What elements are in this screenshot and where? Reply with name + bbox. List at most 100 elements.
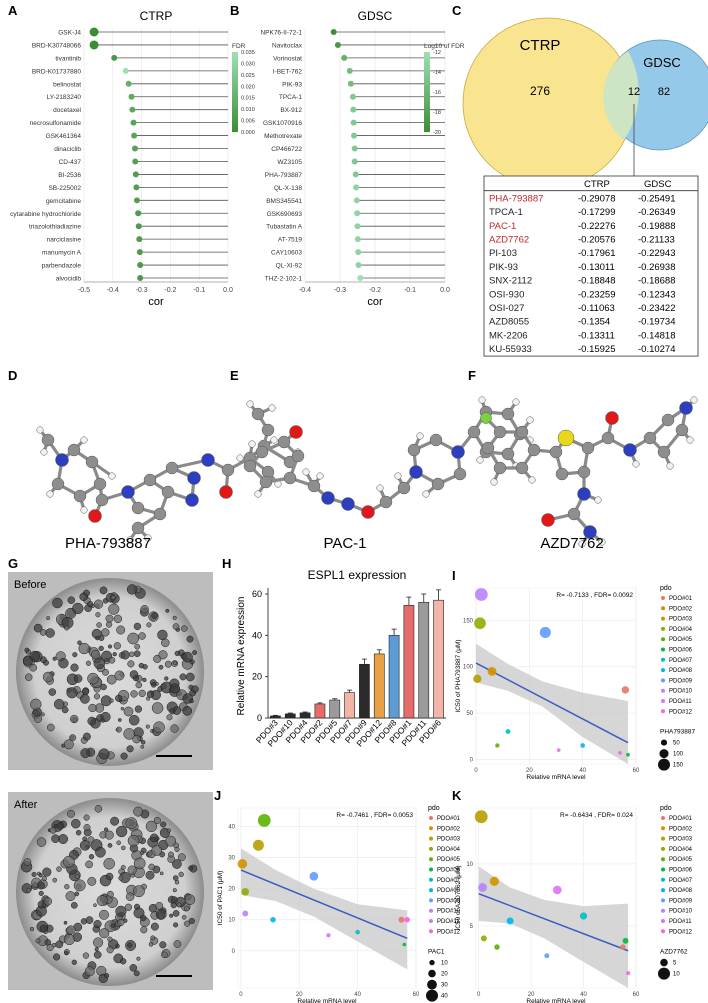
- organoid-blob: [70, 901, 78, 909]
- atom-n: [187, 471, 201, 485]
- legend-colorbar: [424, 52, 430, 132]
- table-gdsc-value: -0.26349: [638, 207, 676, 218]
- organoid-blob: [150, 682, 157, 688]
- atom-o: [289, 425, 303, 439]
- pdo-legend-label: PDO#02: [437, 826, 461, 832]
- atom-c: [431, 477, 445, 491]
- category-label: BMS345541: [266, 198, 302, 205]
- atom-o: [361, 505, 375, 519]
- atom-h: [666, 462, 674, 470]
- organoid-blob: [136, 956, 141, 961]
- organoid-blob: [95, 846, 106, 858]
- organoid-blob: [189, 698, 194, 704]
- organoid-blob: [108, 603, 120, 615]
- table-ctrp-value: -0.17299: [578, 207, 616, 218]
- organoid-blob: [173, 922, 179, 928]
- pdo-legend-label: PDO#08: [669, 668, 693, 674]
- bar: [344, 692, 355, 719]
- scatter-point: [474, 810, 488, 824]
- category-label: PIK-93: [282, 81, 302, 88]
- scatter-point: [579, 912, 588, 920]
- organoid-blob: [70, 714, 79, 724]
- organoid-blob: [169, 683, 180, 694]
- legend-tick: 0.010: [241, 107, 255, 113]
- scatter-point: [622, 937, 629, 944]
- organoid-blob: [184, 920, 191, 927]
- y-tick-label: 20: [252, 672, 262, 682]
- atom-n: [321, 491, 335, 505]
- pdo-legend-swatch: [661, 657, 665, 662]
- organoid-blob: [153, 816, 161, 825]
- organoid-blob: [85, 660, 92, 666]
- size-legend-dot: [660, 958, 668, 967]
- pdo-legend-label: PDO#03: [669, 837, 693, 843]
- atom-h: [46, 490, 54, 498]
- atom-h: [302, 468, 310, 476]
- table-gdsc-value: -0.18688: [638, 276, 676, 287]
- atom-h: [478, 396, 486, 404]
- pdo-legend-label: PDO#02: [669, 606, 693, 612]
- organoid-blob: [72, 602, 84, 615]
- scatter-point: [487, 666, 497, 676]
- size-legend-label: 100: [673, 752, 684, 758]
- scatter-point: [355, 929, 360, 935]
- organoid-blob: [82, 952, 90, 959]
- table-ctrp-value: -0.29078: [578, 193, 616, 204]
- atom-h: [268, 404, 276, 412]
- organoid-blob: [127, 632, 140, 645]
- molecule-label-f: AZD7762: [540, 535, 603, 552]
- pdo-legend-label: PDO#10: [669, 909, 693, 915]
- regression-line: [478, 892, 629, 952]
- organoid-blob: [170, 724, 179, 733]
- organoid-blob: [188, 865, 194, 871]
- table-ctrp-value: -0.15925: [578, 344, 616, 355]
- y-tick-label: 150: [463, 618, 474, 624]
- table-ctrp-value: -0.17961: [578, 248, 616, 259]
- organoid-blob: [93, 693, 101, 700]
- table-border: [483, 175, 699, 357]
- organoid-blob: [133, 806, 144, 817]
- organoid-blob: [116, 625, 126, 635]
- pdo-legend-label: PDO#07: [669, 658, 693, 664]
- pdo-legend-label: PDO#01: [669, 816, 693, 822]
- atom-c: [549, 445, 563, 459]
- organoid-blob: [83, 824, 91, 831]
- category-label: necrosulfonamide: [30, 120, 82, 127]
- confidence-band: [240, 848, 408, 970]
- organoid-blob: [67, 596, 76, 604]
- organoid-blob: [117, 918, 125, 927]
- organoid-blob: [77, 640, 82, 645]
- pdo-legend-swatch: [429, 867, 433, 872]
- table-header-gdsc: GDSC: [644, 179, 672, 190]
- pdo-legend-label: PDO#11: [669, 919, 692, 925]
- after-organoids: [20, 805, 198, 984]
- organoid-blob: [114, 670, 125, 681]
- pdo-legend-swatch: [661, 816, 665, 820]
- atom-c: [95, 493, 109, 507]
- y-tick-label: 10: [466, 862, 473, 868]
- category-label: BRD-K01737880: [32, 68, 82, 75]
- panel-label-i: I: [452, 568, 456, 583]
- size-legend-label: 30: [441, 983, 448, 989]
- organoid-blob: [107, 843, 113, 848]
- pdo-legend-label: PDO#07: [669, 878, 693, 884]
- pdo-legend-label: PDO#05: [669, 857, 693, 863]
- size-legend-dot: [426, 989, 438, 1002]
- pdo-legend-label: PDO#05: [669, 637, 693, 643]
- y-axis-title: IC50 of AZD7762 (μM): [455, 865, 462, 930]
- pdo-legend-swatch: [661, 867, 665, 872]
- y-tick-label: 0: [470, 757, 474, 763]
- category-label: LY-2183240: [47, 94, 82, 101]
- organoid-blob: [173, 940, 182, 948]
- table-gdsc-value: -0.19734: [638, 317, 676, 328]
- organoid-blob: [93, 950, 102, 959]
- organoid-blob: [177, 853, 186, 862]
- pdo-legend-swatch: [661, 929, 665, 934]
- organoid-blob: [64, 884, 70, 890]
- organoid-blob: [164, 676, 169, 681]
- atom-h: [416, 432, 424, 440]
- organoid-blob: [120, 864, 126, 870]
- pdo-legend-label: PDO#09: [437, 898, 461, 904]
- organoid-blob: [120, 706, 125, 711]
- pdo-legend-swatch: [429, 826, 433, 831]
